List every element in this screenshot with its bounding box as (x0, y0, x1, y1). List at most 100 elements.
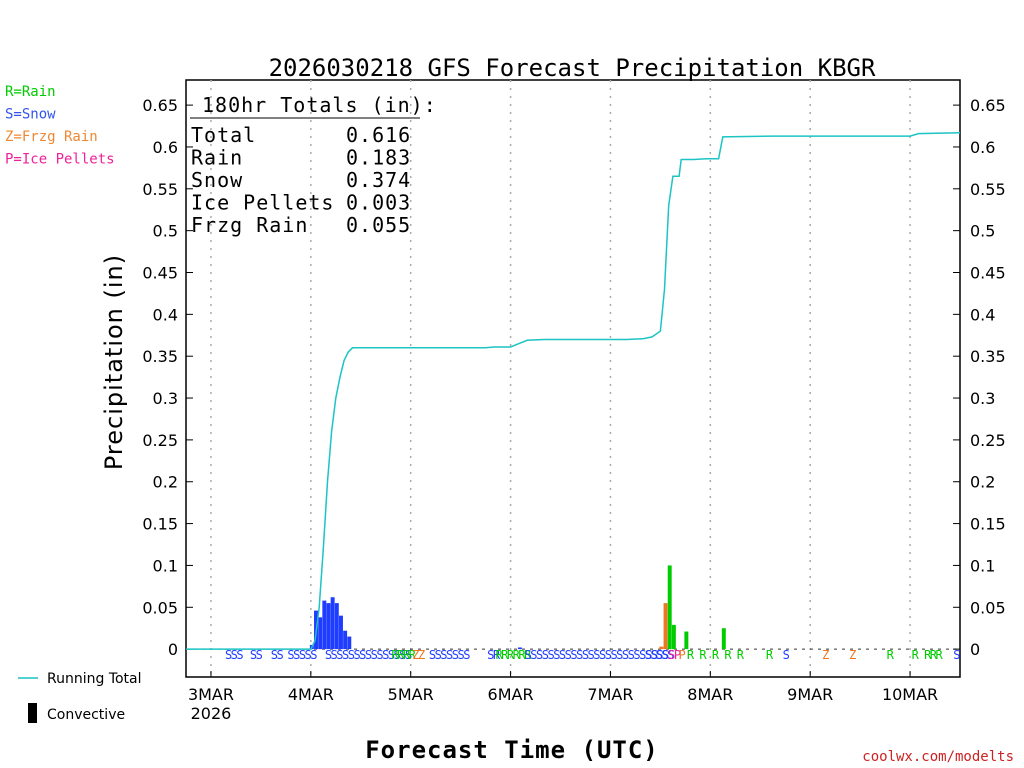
precip-bar (684, 631, 689, 650)
y-tick-label-right: 0.65 (970, 96, 1006, 115)
chart-title: 2026030218 GFS Forecast Precipitation KB… (269, 54, 876, 82)
y-tick-label-left: 0.25 (142, 431, 178, 450)
type-letter: R (887, 648, 895, 662)
y-tick-label-left: 0.45 (142, 263, 178, 282)
series-legend: Running Total Convective (18, 671, 142, 723)
type-letter: S (953, 648, 960, 662)
precip-bars (309, 565, 726, 650)
type-letter: SR (487, 648, 501, 662)
type-letter: SSS (656, 648, 674, 662)
totals-row-value: 0.003 (346, 191, 411, 215)
type-letter: SSSSSSSSSSSSSSSSSSSSSSSSSS (525, 648, 675, 662)
x-tick-label: 4MAR (288, 685, 334, 704)
type-legend: R=Rain S=Snow Z=Frzg Rain P=Ice Pellets (5, 84, 115, 168)
type-letter: RRRRRR (495, 648, 532, 662)
precip-bar (347, 636, 352, 650)
y-axis-label: Precipitation (in) (100, 254, 128, 470)
gridlines (186, 80, 960, 677)
type-letter: ZZ (412, 648, 425, 662)
totals-header: 180hr Totals (in): (202, 93, 437, 117)
precip-bar (663, 603, 668, 650)
type-letter: SS (271, 648, 284, 662)
y-tick-label-left: 0.4 (153, 305, 178, 324)
y-tick-label-right: 0.15 (970, 515, 1006, 534)
type-legend-item: Z=Frzg Rain (5, 129, 98, 145)
y-tick-label-left: 0.6 (153, 138, 178, 157)
type-legend-item: S=Snow (5, 107, 56, 123)
y-tick-label-left: 0.2 (153, 473, 178, 492)
y-tick-label-right: 0.5 (970, 222, 995, 241)
x-tick-label: 8MAR (687, 685, 733, 704)
y-tick-label-right: 0.1 (970, 556, 995, 575)
y-tick-label-left: 0.5 (153, 222, 178, 241)
precip-bar (659, 646, 664, 650)
x-axis-label: Forecast Time (UTC) (365, 736, 659, 764)
y-tick-label-left: 0.35 (142, 347, 178, 366)
x-tick-label: 9MAR (787, 685, 833, 704)
precip-bar (517, 647, 522, 650)
type-letter: Z (849, 648, 856, 662)
y-tick-label-right: 0.35 (970, 347, 1006, 366)
running-total-line (186, 131, 961, 650)
totals-row-value: 0.616 (346, 123, 411, 147)
x-tick-label: 10MAR (882, 685, 938, 704)
type-letter: SSS (225, 648, 243, 662)
precip-bar (671, 624, 676, 650)
type-letter: SS (645, 648, 658, 662)
type-letter: R (699, 648, 707, 662)
x-tick-sublabel: 2026 (191, 704, 232, 723)
type-letter: S (783, 648, 790, 662)
x-tick-label: 5MAR (388, 685, 434, 704)
y-tick-label-right: 0.25 (970, 431, 1006, 450)
type-letter: R (766, 648, 774, 662)
type-letter: SS (250, 648, 263, 662)
totals-row-label: Snow (191, 168, 243, 192)
series-legend-item: Convective (47, 707, 125, 723)
precip-bar (667, 565, 672, 650)
type-letter: RRRR (391, 648, 416, 662)
plot-frame (185, 79, 961, 678)
y-axis-right: 0 0.05 0.1 0.15 0.2 0.25 0.3 0.35 0.4 0.45 0.5 0.55… (953, 96, 1006, 659)
type-letter: R (712, 648, 720, 662)
type-letter: SSSSS (287, 648, 317, 662)
y-tick-label-right: 0 (970, 640, 980, 659)
y-tick-label-left: 0.65 (142, 96, 178, 115)
watermark-url: coolwx.com/modelts (862, 749, 1014, 765)
y-tick-label-left: 0.3 (153, 389, 178, 408)
type-letter: SSSSSSSSSSSSSSS (325, 648, 412, 662)
type-legend-item: R=Rain (5, 84, 56, 100)
y-axis-left: 0 0.05 0.1 0.15 0.2 0.25 0.3 0.35 0.4 0.45 0.5 0.55… (142, 96, 193, 659)
y-tick-label-left: 0.55 (142, 180, 178, 199)
totals-row-label: Frzg Rain (191, 213, 308, 237)
type-letter: Z (822, 648, 829, 662)
type-letter: R (687, 648, 695, 662)
y-tick-label-right: 0.05 (970, 598, 1006, 617)
y-tick-label-right: 0.4 (970, 305, 995, 324)
totals-box: 180hr Totals (in): Total 0.616 Rain 0.183 Sno… (190, 93, 437, 237)
type-legend-item: P=Ice Pellets (5, 152, 115, 168)
precip-bar (721, 628, 726, 650)
y-tick-label-left: 0.15 (142, 515, 178, 534)
precip-bar (318, 617, 323, 650)
totals-row-label: Total (191, 123, 256, 147)
precip-bar (326, 603, 331, 650)
precip-bar (343, 630, 348, 650)
x-tick-label: 7MAR (587, 685, 633, 704)
precip-bar (334, 603, 339, 650)
totals-row-value: 0.055 (346, 213, 411, 237)
series-legend-item: Running Total (47, 671, 142, 687)
type-letter: R (912, 648, 920, 662)
legend-bar-swatch (28, 703, 37, 723)
precip-bar (338, 615, 343, 650)
y-tick-label-right: 0.6 (970, 138, 995, 157)
y-tick-label-left: 0.05 (142, 598, 178, 617)
x-tick-label: 3MAR (188, 685, 234, 704)
totals-row-label: Ice Pellets (191, 191, 334, 215)
totals-row-label: Rain (191, 146, 243, 170)
type-letter: SP (668, 648, 681, 662)
totals-row-value: 0.374 (346, 168, 411, 192)
y-tick-label-left: 0 (168, 640, 178, 659)
